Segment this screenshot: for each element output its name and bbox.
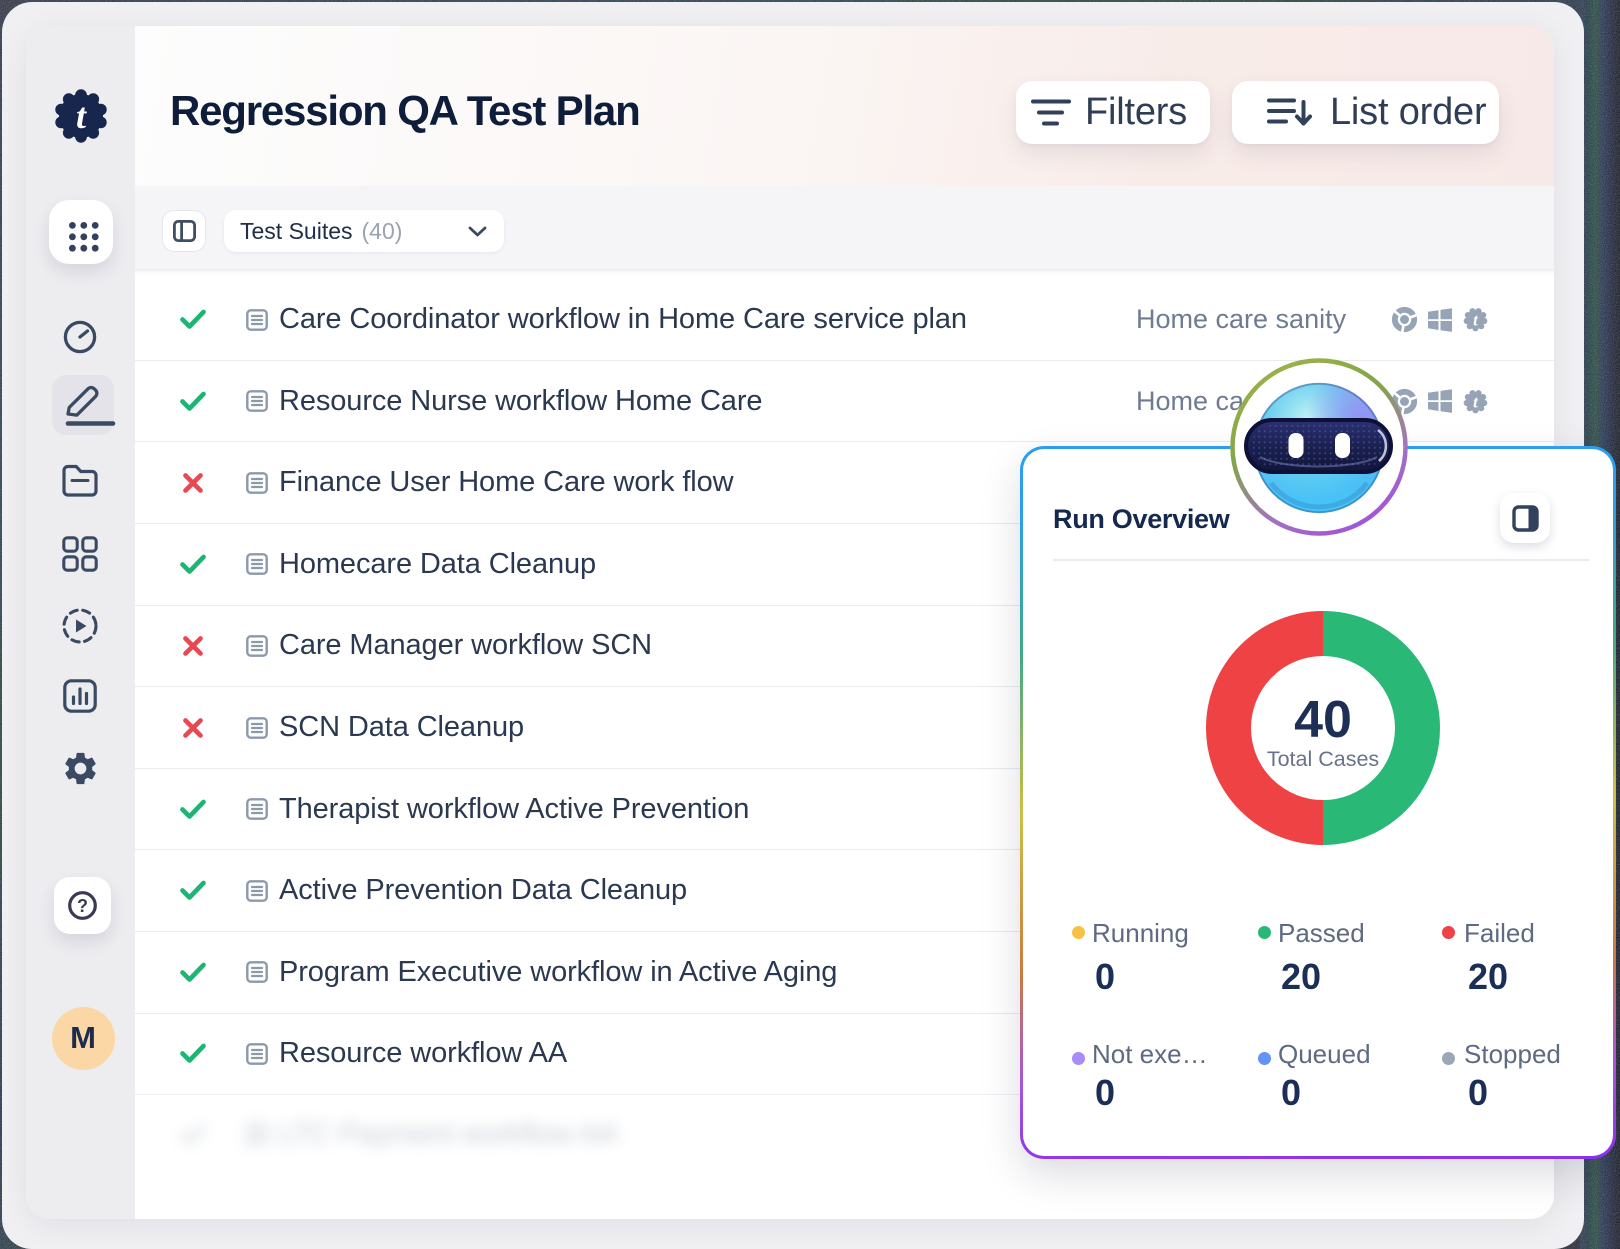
svg-text:t: t [1473,392,1479,411]
svg-text:?: ? [77,896,88,916]
svg-text:t: t [1473,311,1479,330]
svg-text:t: t [76,96,87,136]
